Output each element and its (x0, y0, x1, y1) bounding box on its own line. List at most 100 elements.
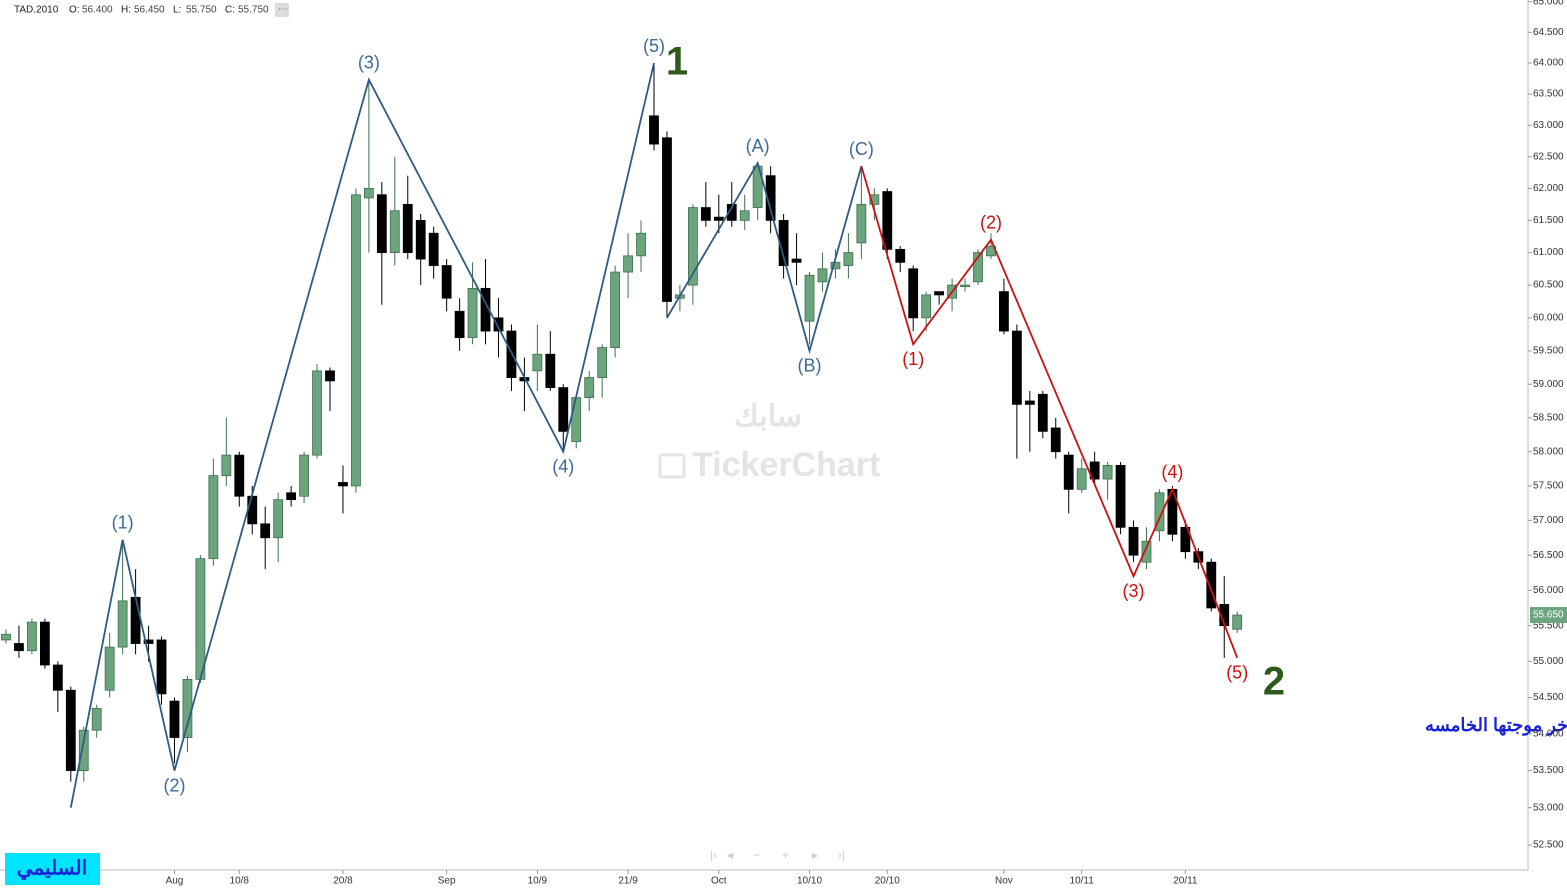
candle-body (597, 347, 608, 378)
candle-body (662, 137, 672, 302)
nav-zoom-in[interactable]: + (782, 848, 789, 862)
plot (1, 62, 1243, 808)
candle-body (1, 633, 11, 641)
candle-body (1011, 330, 1022, 405)
candle-body (351, 194, 361, 487)
x-tick-label: 20/8 (333, 876, 353, 887)
candle-body (999, 291, 1009, 332)
candle-body (571, 397, 582, 442)
candle-body (908, 268, 919, 319)
ohlc-value: 56.450 (134, 5, 165, 16)
header-menu-dots: ··· (278, 4, 288, 15)
candle-body (869, 194, 880, 205)
candle-body (921, 294, 932, 319)
nav-zoom-out[interactable]: − (753, 848, 760, 862)
candle-body (117, 600, 128, 648)
wave-label: (2) (163, 775, 185, 795)
candle-body (558, 387, 569, 432)
candle-body (130, 596, 141, 644)
x-tick-label: Aug (166, 876, 184, 887)
candle-body (104, 646, 115, 691)
wave-label: (2) (980, 212, 1002, 232)
author-box (5, 853, 100, 885)
y-tick-label: 58.000 (1533, 446, 1564, 457)
y-tick-label: 60.000 (1533, 313, 1564, 324)
candle-body (1024, 400, 1035, 405)
ohlc-value: 55.750 (238, 5, 269, 16)
header-menu[interactable] (275, 3, 289, 17)
wave-line (69, 62, 655, 808)
candle-body (1154, 492, 1165, 532)
candle-body (791, 258, 802, 263)
y-tick-label: 52.500 (1533, 840, 1564, 851)
y-tick-label: 56.000 (1533, 585, 1564, 596)
candle-body (169, 700, 180, 738)
nav-toolbar[interactable]: |‹ ◂ − + ▸ ›| (710, 848, 845, 862)
y-tick-label: 54.000 (1533, 729, 1564, 740)
watermark-icon (658, 453, 686, 479)
x-tick-label: 20/10 (875, 876, 900, 887)
candle-body (610, 271, 621, 348)
y-tick-label: 63.500 (1533, 89, 1564, 100)
wave-label: (5) (1226, 663, 1248, 683)
candle-body (973, 252, 983, 283)
y-tick-label: 53.000 (1533, 802, 1564, 813)
candle-body (804, 274, 815, 322)
y-tick-label: 62.500 (1533, 151, 1564, 162)
y-tick-label: 53.500 (1533, 765, 1564, 776)
y-tick-label: 58.500 (1533, 412, 1564, 423)
symbol: TAD.2010 (14, 5, 59, 16)
nav-first[interactable]: |‹ (710, 848, 717, 862)
x-tick-label: 10/10 (797, 876, 822, 887)
candle-body (545, 353, 556, 388)
y-tick-label: 65.000 (1533, 0, 1564, 7)
candle-body (221, 454, 232, 477)
ohlc-value: 56.400 (82, 5, 113, 16)
candle-body (363, 187, 374, 199)
y-tick-label: 60.500 (1533, 280, 1564, 291)
candle-body (182, 679, 193, 738)
candle-body (27, 621, 37, 652)
nav-next[interactable]: ▸ (812, 848, 818, 862)
nav-prev[interactable]: ◂ (727, 848, 733, 862)
candle-body (156, 639, 167, 695)
y-tick-label: 55.500 (1533, 620, 1564, 631)
ohlc-label: H: (121, 5, 131, 16)
candle-body (260, 523, 271, 539)
y-tick-label: 55.000 (1533, 656, 1564, 667)
y-tick-label: 61.500 (1533, 215, 1564, 226)
wave-label: (B) (798, 356, 822, 376)
candle-body (1050, 427, 1061, 453)
x-tick-label: 20/11 (1173, 876, 1198, 887)
header: TAD.2010 O: 56.400 H: 56.450 L: 55.750 C: 55.750… (14, 3, 289, 17)
y-tick-label: 54.500 (1533, 692, 1564, 703)
y-tick-label: 63.000 (1533, 120, 1564, 131)
x-tick-label: 10/9 (528, 876, 548, 887)
candle-body (1232, 614, 1243, 630)
candle-body (739, 210, 750, 221)
candle-body (1206, 561, 1217, 609)
candle-body (299, 454, 309, 497)
wave-label: (5) (643, 36, 665, 56)
candle-body (960, 284, 970, 287)
y-tick-label: 59.000 (1533, 379, 1564, 390)
x-tick-label: 10/8 (230, 876, 250, 887)
last-price-tag (1530, 607, 1567, 624)
x-tick-label: 10/11 (1070, 876, 1095, 887)
y-tick-label: 59.500 (1533, 346, 1564, 357)
wave-line (666, 160, 863, 355)
wave-label: (A) (746, 136, 770, 156)
candle-body (1115, 464, 1126, 528)
y-tick-label: 57.500 (1533, 481, 1564, 492)
nav-last[interactable]: ›| (838, 848, 845, 862)
wave-label: (4) (552, 456, 574, 476)
wave-label: (3) (1123, 581, 1145, 601)
x-tick-label: Oct (711, 876, 727, 887)
candle-body (623, 255, 633, 273)
candle-body (91, 707, 102, 731)
candle-body (428, 232, 439, 266)
y-tick-label: 64.000 (1533, 58, 1564, 69)
candle-body (454, 310, 465, 339)
